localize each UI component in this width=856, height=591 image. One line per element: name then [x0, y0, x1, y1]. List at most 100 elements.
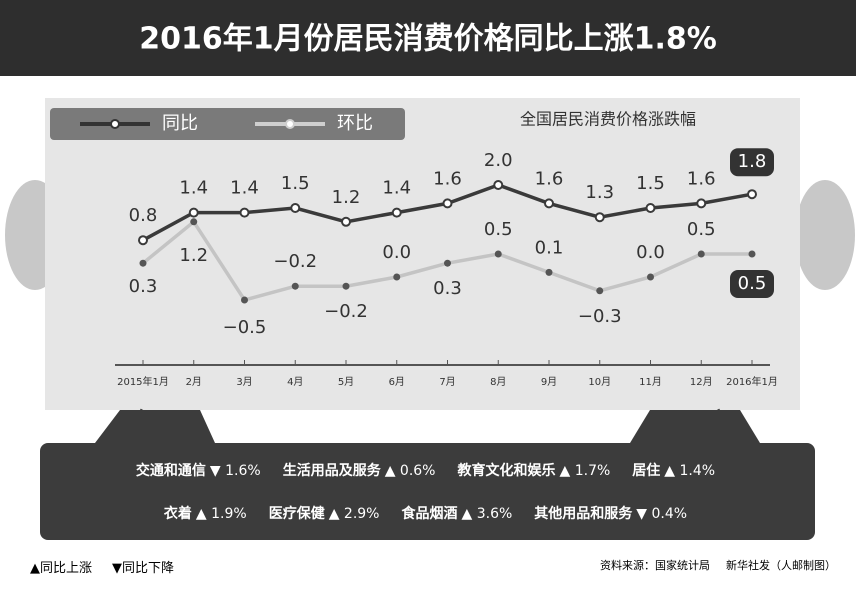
chart-title: 2016年1月份居民消费价格同比上涨1.8%	[139, 22, 717, 57]
data-point	[697, 250, 705, 258]
data-label: 1.2	[332, 187, 361, 208]
breakdown-name: 医疗保健	[268, 505, 325, 522]
breakdown-change: ▲ 2.9%	[328, 505, 380, 522]
x-tick-label: 2015年1月	[117, 375, 169, 388]
breakdown-name: 教育文化和娱乐	[457, 463, 556, 480]
x-tick-label: 5月	[338, 376, 354, 388]
data-label: −0.3	[578, 306, 622, 327]
data-label: 1.6	[687, 168, 716, 189]
data-point	[393, 273, 401, 281]
data-label: 0.5	[484, 219, 513, 240]
data-point	[494, 250, 502, 258]
data-point	[647, 273, 654, 281]
data-label: 1.5	[281, 173, 310, 194]
data-label: 0.1	[535, 237, 564, 258]
legend-marker	[110, 119, 120, 129]
data-label: 1.2	[179, 245, 208, 266]
data-point	[239, 207, 250, 218]
x-tick-label: 9月	[541, 376, 557, 388]
x-tick-label: 12月	[690, 376, 713, 388]
breakdown-item: 医疗保健 ▲ 2.9%	[269, 503, 384, 523]
data-point	[748, 250, 756, 258]
breakdown-row: 衣着 ▲ 1.9% 医疗保健 ▲ 2.9% 食品烟酒 ▲ 3.6% 其他用品和服务 ▼ 0.4…	[40, 503, 815, 523]
data-label: 1.3	[585, 182, 614, 203]
breakdown-name: 居住	[632, 463, 661, 480]
x-tick-label: 7月	[439, 376, 455, 388]
data-point	[696, 198, 707, 209]
breakdown-box: 交通和通信 ▼ 1.6% 生活用品及服务 ▲ 0.6% 教育文化和娱乐 ▲ 1.7% 居住 ▲…	[40, 443, 815, 540]
data-label: 2.0	[484, 150, 513, 171]
x-tick-label: 4月	[287, 376, 303, 388]
legend-up: ▲同比上涨	[30, 561, 92, 576]
data-point	[190, 218, 198, 226]
breakdown-name: 其他用品和服务	[534, 505, 633, 522]
legend-down: ▼同比下降	[112, 561, 174, 576]
data-label: 1.6	[535, 168, 564, 189]
legend-marker	[285, 119, 295, 129]
breakdown-row: 交通和通信 ▼ 1.6% 生活用品及服务 ▲ 0.6% 教育文化和娱乐 ▲ 1.7% 居住 ▲…	[40, 460, 815, 480]
legend-label: 环比	[337, 113, 373, 134]
data-label: 1.4	[382, 178, 411, 199]
breakdown-name: 交通和通信	[135, 463, 206, 480]
data-point	[139, 259, 147, 267]
connector	[630, 410, 760, 443]
data-label: 1.5	[636, 173, 665, 194]
breakdown-name: 食品烟酒	[401, 505, 458, 522]
source: 资料来源：国家统计局	[600, 559, 710, 572]
callout-box	[730, 148, 774, 177]
credit: 新华社发（人邮制图）	[726, 559, 836, 572]
connector	[139, 408, 721, 445]
subtitle: 全国居民消费价格涨跌幅	[520, 110, 696, 129]
data-label: 1.4	[230, 178, 259, 199]
breakdown-item: 食品烟酒 ▲ 3.6%	[402, 503, 517, 523]
data-point	[341, 216, 351, 227]
legend-label: 同比	[162, 113, 198, 134]
breakdown-item: 交通和通信 ▼ 1.6%	[136, 460, 265, 480]
data-point	[442, 198, 453, 209]
breakdown-change: ▼ 1.6%	[209, 463, 261, 480]
data-point	[645, 203, 656, 213]
callout-box	[730, 270, 774, 298]
breakdown-name: 衣着	[163, 505, 192, 522]
x-tick-label: 6月	[389, 376, 405, 388]
data-point	[188, 207, 199, 218]
breakdown-item: 生活用品及服务 ▲ 0.6%	[283, 460, 440, 480]
x-tick-label: 11月	[639, 376, 662, 388]
footer: ▲同比上涨 ▼同比下降 资料来源：国家统计局 新华社发（人邮制图）	[30, 557, 836, 576]
data-point	[545, 268, 553, 276]
data-point	[290, 203, 301, 213]
data-point	[138, 235, 148, 246]
breakdown-change: ▼ 0.4%	[636, 505, 688, 522]
data-point	[544, 198, 554, 209]
breakdown-item: 居住 ▲ 1.4%	[632, 460, 719, 480]
data-point	[391, 207, 402, 218]
data-label: 0.5	[687, 219, 716, 240]
data-label: 1.6	[433, 168, 462, 189]
breakdown-change: ▲ 0.6%	[384, 463, 436, 480]
data-point	[342, 282, 350, 290]
x-tick-label: 2月	[186, 376, 202, 388]
breakdown-change: ▲ 1.7%	[559, 463, 611, 480]
decoration	[795, 180, 855, 290]
legend-box	[50, 108, 405, 140]
breakdown-change: ▲ 1.4%	[664, 463, 716, 480]
data-label: 0.0	[636, 242, 665, 263]
data-point	[291, 282, 299, 290]
breakdown-item: 教育文化和娱乐 ▲ 1.7%	[458, 460, 615, 480]
breakdown-change: ▲ 3.6%	[461, 505, 513, 522]
breakdown-name: 生活用品及服务	[282, 463, 381, 480]
data-label: 0.3	[433, 278, 462, 299]
data-point	[444, 259, 451, 267]
breakdown-item: 其他用品和服务 ▼ 0.4%	[534, 503, 691, 523]
data-label: −0.2	[273, 251, 317, 272]
data-point	[596, 287, 604, 295]
x-tick-label: 8月	[490, 376, 506, 388]
data-label: 0.5	[738, 273, 767, 294]
x-tick-label: 3月	[236, 376, 252, 388]
x-tick-label: 2016年1月	[726, 375, 778, 388]
breakdown-change: ▲ 1.9%	[195, 505, 247, 522]
title-bar	[0, 0, 856, 76]
data-point	[747, 189, 757, 200]
